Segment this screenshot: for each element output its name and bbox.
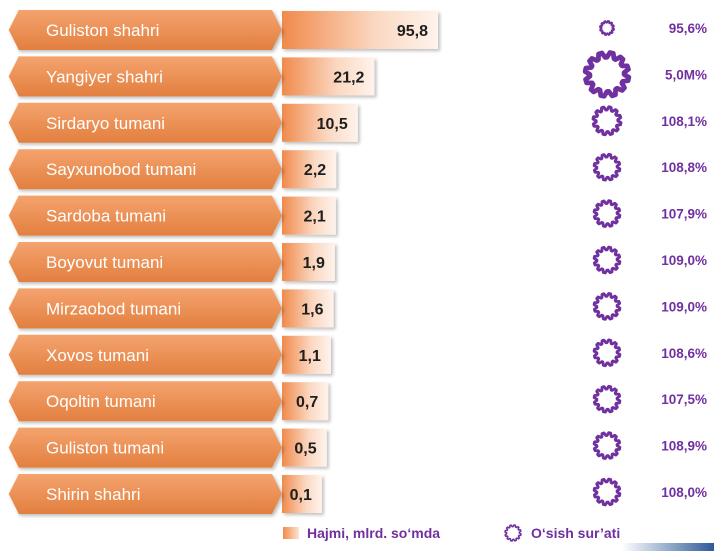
- growth-label: 108,9%: [661, 439, 707, 454]
- category-label: Guliston tumani: [46, 439, 164, 458]
- value-bar: [282, 382, 329, 421]
- banner-edge: [7, 56, 19, 97]
- growth-label: 95,6%: [669, 21, 707, 36]
- chart-row: Guliston shahri 95,8 95,6%: [7, 9, 707, 51]
- category-label: Sayxunobod tumani: [46, 160, 196, 179]
- category-label: Yangiyer shahri: [46, 67, 163, 86]
- value-label: 0,7: [296, 394, 318, 411]
- gear-icon: [592, 431, 622, 460]
- growth-label: 109,0%: [661, 299, 707, 314]
- legend-growth: O‘sish sur’ati: [503, 523, 620, 543]
- banner-edge: [7, 334, 19, 376]
- growth-label: 107,5%: [661, 392, 707, 407]
- legend-volume: Hajmi, mlrd. so‘mda: [283, 523, 440, 543]
- banner-edge: [7, 9, 19, 51]
- chart-row: Xovos tumani 1,1 108,6%: [7, 334, 707, 376]
- category-label: Sirdaryo tumani: [46, 114, 165, 133]
- category-label: Guliston shahri: [46, 21, 159, 40]
- category-label: Shirin shahri: [46, 485, 141, 504]
- value-bar: [282, 103, 358, 142]
- chart-row: Guliston tumani 0,5 108,9%: [7, 427, 707, 468]
- value-bar: [282, 289, 334, 328]
- value-label: 0,5: [294, 441, 316, 458]
- value-bar: [282, 57, 375, 96]
- banner-edge: [7, 288, 19, 329]
- growth-label: 5,0M%: [665, 67, 707, 82]
- growth-label: 108,0%: [661, 485, 707, 500]
- value-label: 1,1: [299, 348, 321, 365]
- gear-icon: [592, 338, 622, 368]
- category-banner: [8, 56, 282, 97]
- banner-edge: [7, 380, 19, 422]
- chart-row: Oqoltin tumani 0,7 107,5%: [7, 380, 707, 422]
- legend-swatch-bar: [283, 527, 299, 539]
- chart-row: Yangiyer shahri 21,2 5,0M%: [7, 50, 707, 99]
- banner-edge: [7, 427, 19, 468]
- category-banner: [8, 242, 282, 282]
- legend-growth-label: O‘sish sur’ati: [531, 525, 621, 541]
- legend-volume-label: Hajmi, mlrd. so‘mda: [307, 525, 441, 541]
- category-banner: [8, 10, 282, 50]
- value-label: 1,6: [301, 301, 323, 318]
- value-label: 2,1: [304, 209, 326, 226]
- value-label: 10,5: [317, 116, 348, 133]
- category-banner: [8, 427, 282, 468]
- banner-edge: [7, 195, 19, 236]
- category-banner: [8, 149, 282, 190]
- gear-icon: [599, 20, 615, 36]
- chart-row: Sayxunobod tumani 2,2 108,8%: [7, 148, 707, 190]
- category-banner: [8, 474, 282, 514]
- category-label: Mirzaobod tumani: [46, 299, 181, 318]
- category-label: Xovos tumani: [46, 346, 149, 365]
- value-bar: [282, 475, 322, 513]
- category-banner: [8, 334, 282, 375]
- chart-row: Sardoba tumani 2,1 107,9%: [7, 195, 707, 236]
- category-banner: [8, 102, 282, 143]
- value-bar: [282, 428, 327, 467]
- value-label: 1,9: [303, 255, 325, 272]
- growth-label: 108,6%: [661, 346, 707, 361]
- category-banner: [8, 381, 282, 422]
- value-bar: [282, 150, 337, 189]
- growth-label: 109,0%: [661, 253, 707, 268]
- gear-icon: [504, 524, 522, 542]
- value-bar: [282, 11, 438, 49]
- category-label: Sardoba tumani: [46, 207, 166, 226]
- banner-edge: [7, 473, 19, 515]
- gear-icon: [592, 292, 622, 321]
- banner-edge: [7, 102, 19, 144]
- gear-icon: [592, 477, 622, 507]
- chart-row: Sirdaryo tumani 10,5 108,1%: [7, 102, 707, 144]
- chart-row: Shirin shahri 0,1 108,0%: [7, 473, 707, 515]
- gear-icon: [591, 105, 623, 137]
- value-bar: [282, 243, 335, 281]
- value-bar: [282, 335, 331, 374]
- category-label: Boyovut tumani: [46, 253, 163, 272]
- category-banner: [8, 195, 282, 236]
- growth-label: 107,9%: [661, 207, 707, 222]
- chart-row: Mirzaobod tumani 1,6 109,0%: [7, 288, 707, 329]
- gear-icon: [592, 245, 622, 275]
- value-label: 95,8: [397, 23, 428, 40]
- value-label: 2,2: [304, 162, 326, 179]
- chart-row: Boyovut tumani 1,9 109,0%: [7, 241, 707, 283]
- gear-icon: [592, 384, 622, 414]
- banner-edge: [7, 148, 19, 190]
- gear-icon: [592, 152, 622, 182]
- gear-icon: [582, 50, 632, 99]
- value-label: 21,2: [333, 69, 364, 86]
- growth-label: 108,8%: [661, 160, 707, 175]
- category-label: Oqoltin tumani: [46, 392, 156, 411]
- value-label: 0,1: [290, 487, 312, 504]
- category-banner: [8, 288, 282, 329]
- value-bar: [282, 196, 336, 235]
- corner-decoration: [622, 543, 714, 551]
- gear-icon: [592, 199, 622, 228]
- growth-label: 108,1%: [661, 114, 707, 129]
- banner-edge: [7, 241, 19, 283]
